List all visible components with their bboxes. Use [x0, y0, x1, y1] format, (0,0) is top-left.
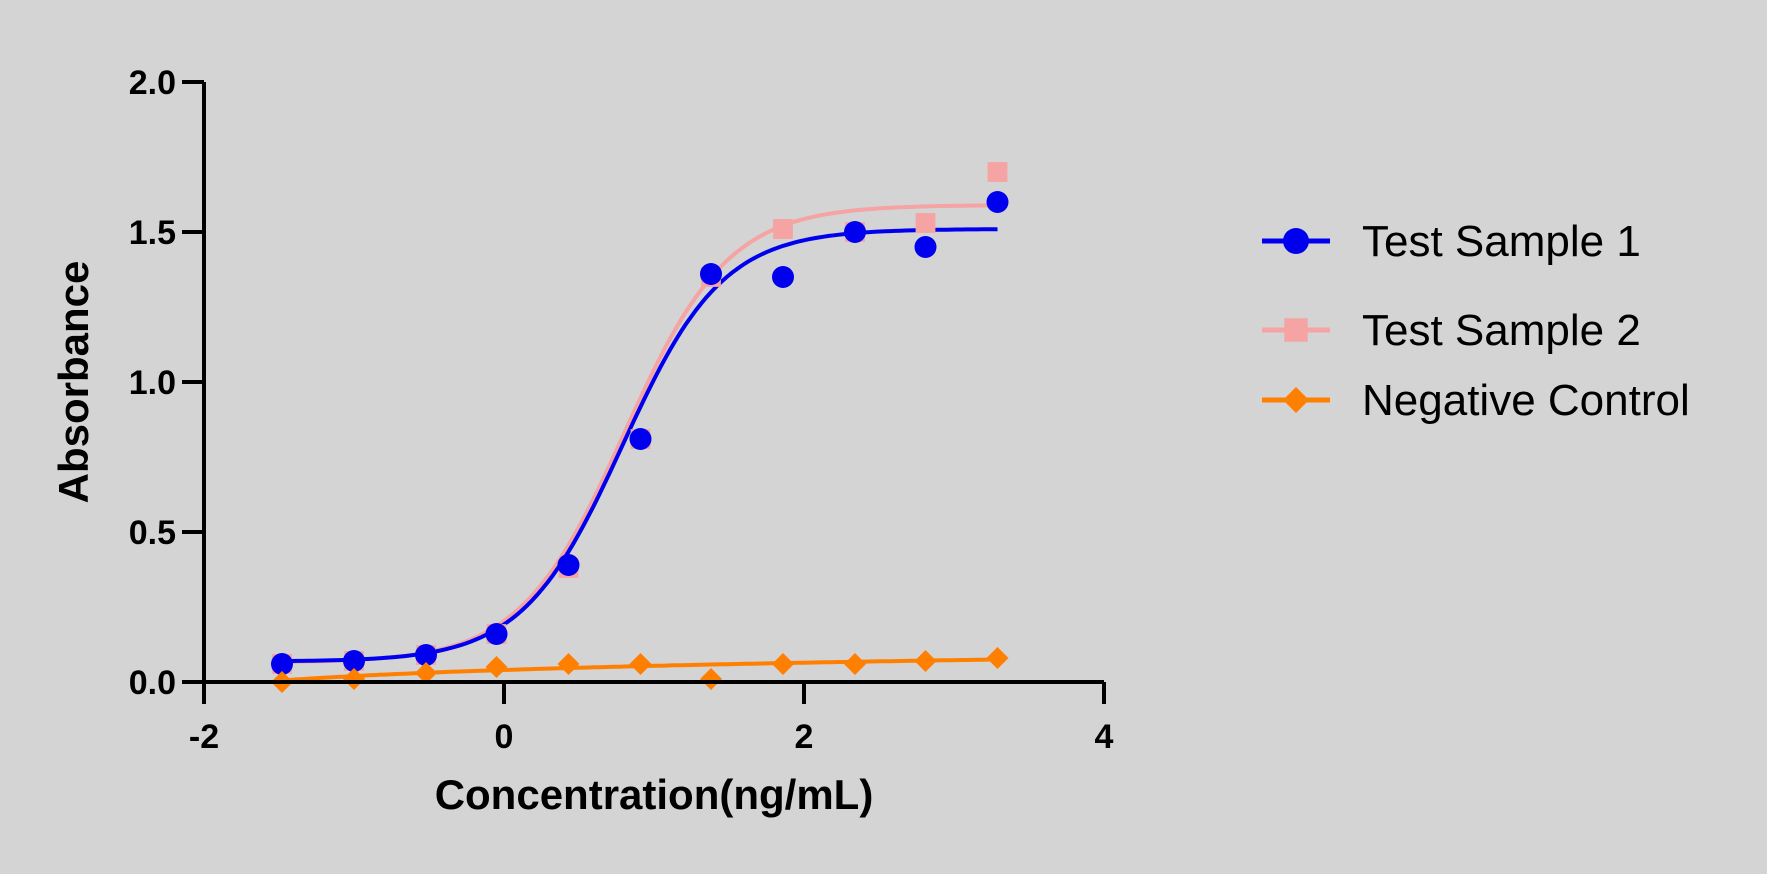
negative-control-point [485, 656, 508, 678]
x-tick-label: 4 [1095, 718, 1114, 756]
test-sample-2-point [987, 162, 1008, 182]
test-sample-1-point [700, 263, 722, 285]
y-tick-label: 0.5 [129, 514, 176, 552]
negative-control-point [844, 653, 866, 675]
x-tick-label: -2 [189, 718, 219, 756]
test-sample-1-fit-curve [282, 227, 998, 664]
data-points [271, 162, 1009, 693]
negative-control-point [415, 662, 437, 684]
test-sample-1-point [986, 191, 1009, 213]
test-sample-2-point [773, 219, 793, 239]
x-axis-title: Concentration(ng/mL) [435, 771, 874, 818]
negative-control-point [914, 650, 937, 672]
y-ticks: 0.0 0.5 1.0 1.5 2.0 [129, 64, 204, 702]
y-tick-label: 1.5 [129, 214, 176, 252]
y-tick-label: 0.0 [129, 664, 176, 702]
y-axis-title: Absorbance [50, 261, 97, 504]
test-sample-1-point [772, 266, 794, 288]
negative-control-point [343, 668, 365, 690]
test-sample-1-point [844, 221, 866, 243]
legend-test-sample-2-marker [1284, 318, 1308, 342]
y-tick-label: 1.0 [129, 364, 176, 402]
negative-control-point [772, 653, 794, 675]
test-sample-1-point [343, 650, 365, 672]
legend-test-sample-2-label: Test Sample 2 [1362, 306, 1641, 355]
negative-control-point [557, 653, 580, 675]
negative-control-point [700, 668, 722, 690]
x-ticks: -2 0 2 4 [189, 682, 1114, 756]
test-sample-1-point [271, 653, 293, 675]
legend-test-sample-1-label: Test Sample 1 [1362, 217, 1641, 266]
legend-test-sample-1-marker [1283, 228, 1309, 254]
test-sample-1-point [914, 236, 937, 258]
x-tick-label: 0 [495, 718, 514, 756]
test-sample-1-point [629, 428, 652, 450]
test-sample-1-point [485, 623, 508, 645]
test-sample-2-point [915, 213, 936, 233]
legend-negative-control-marker [1283, 387, 1309, 413]
legend-negative-control-label: Negative Control [1362, 376, 1690, 425]
test-sample-1-point [557, 554, 580, 576]
legend: Test Sample 1 Test Sample 2 Negative Contr… [1262, 217, 1690, 425]
negative-control-point [629, 653, 652, 675]
test-sample-1-point [415, 644, 437, 666]
x-tick-label: 2 [795, 718, 814, 756]
negative-control-point [986, 647, 1009, 669]
y-tick-label: 2.0 [129, 64, 176, 102]
